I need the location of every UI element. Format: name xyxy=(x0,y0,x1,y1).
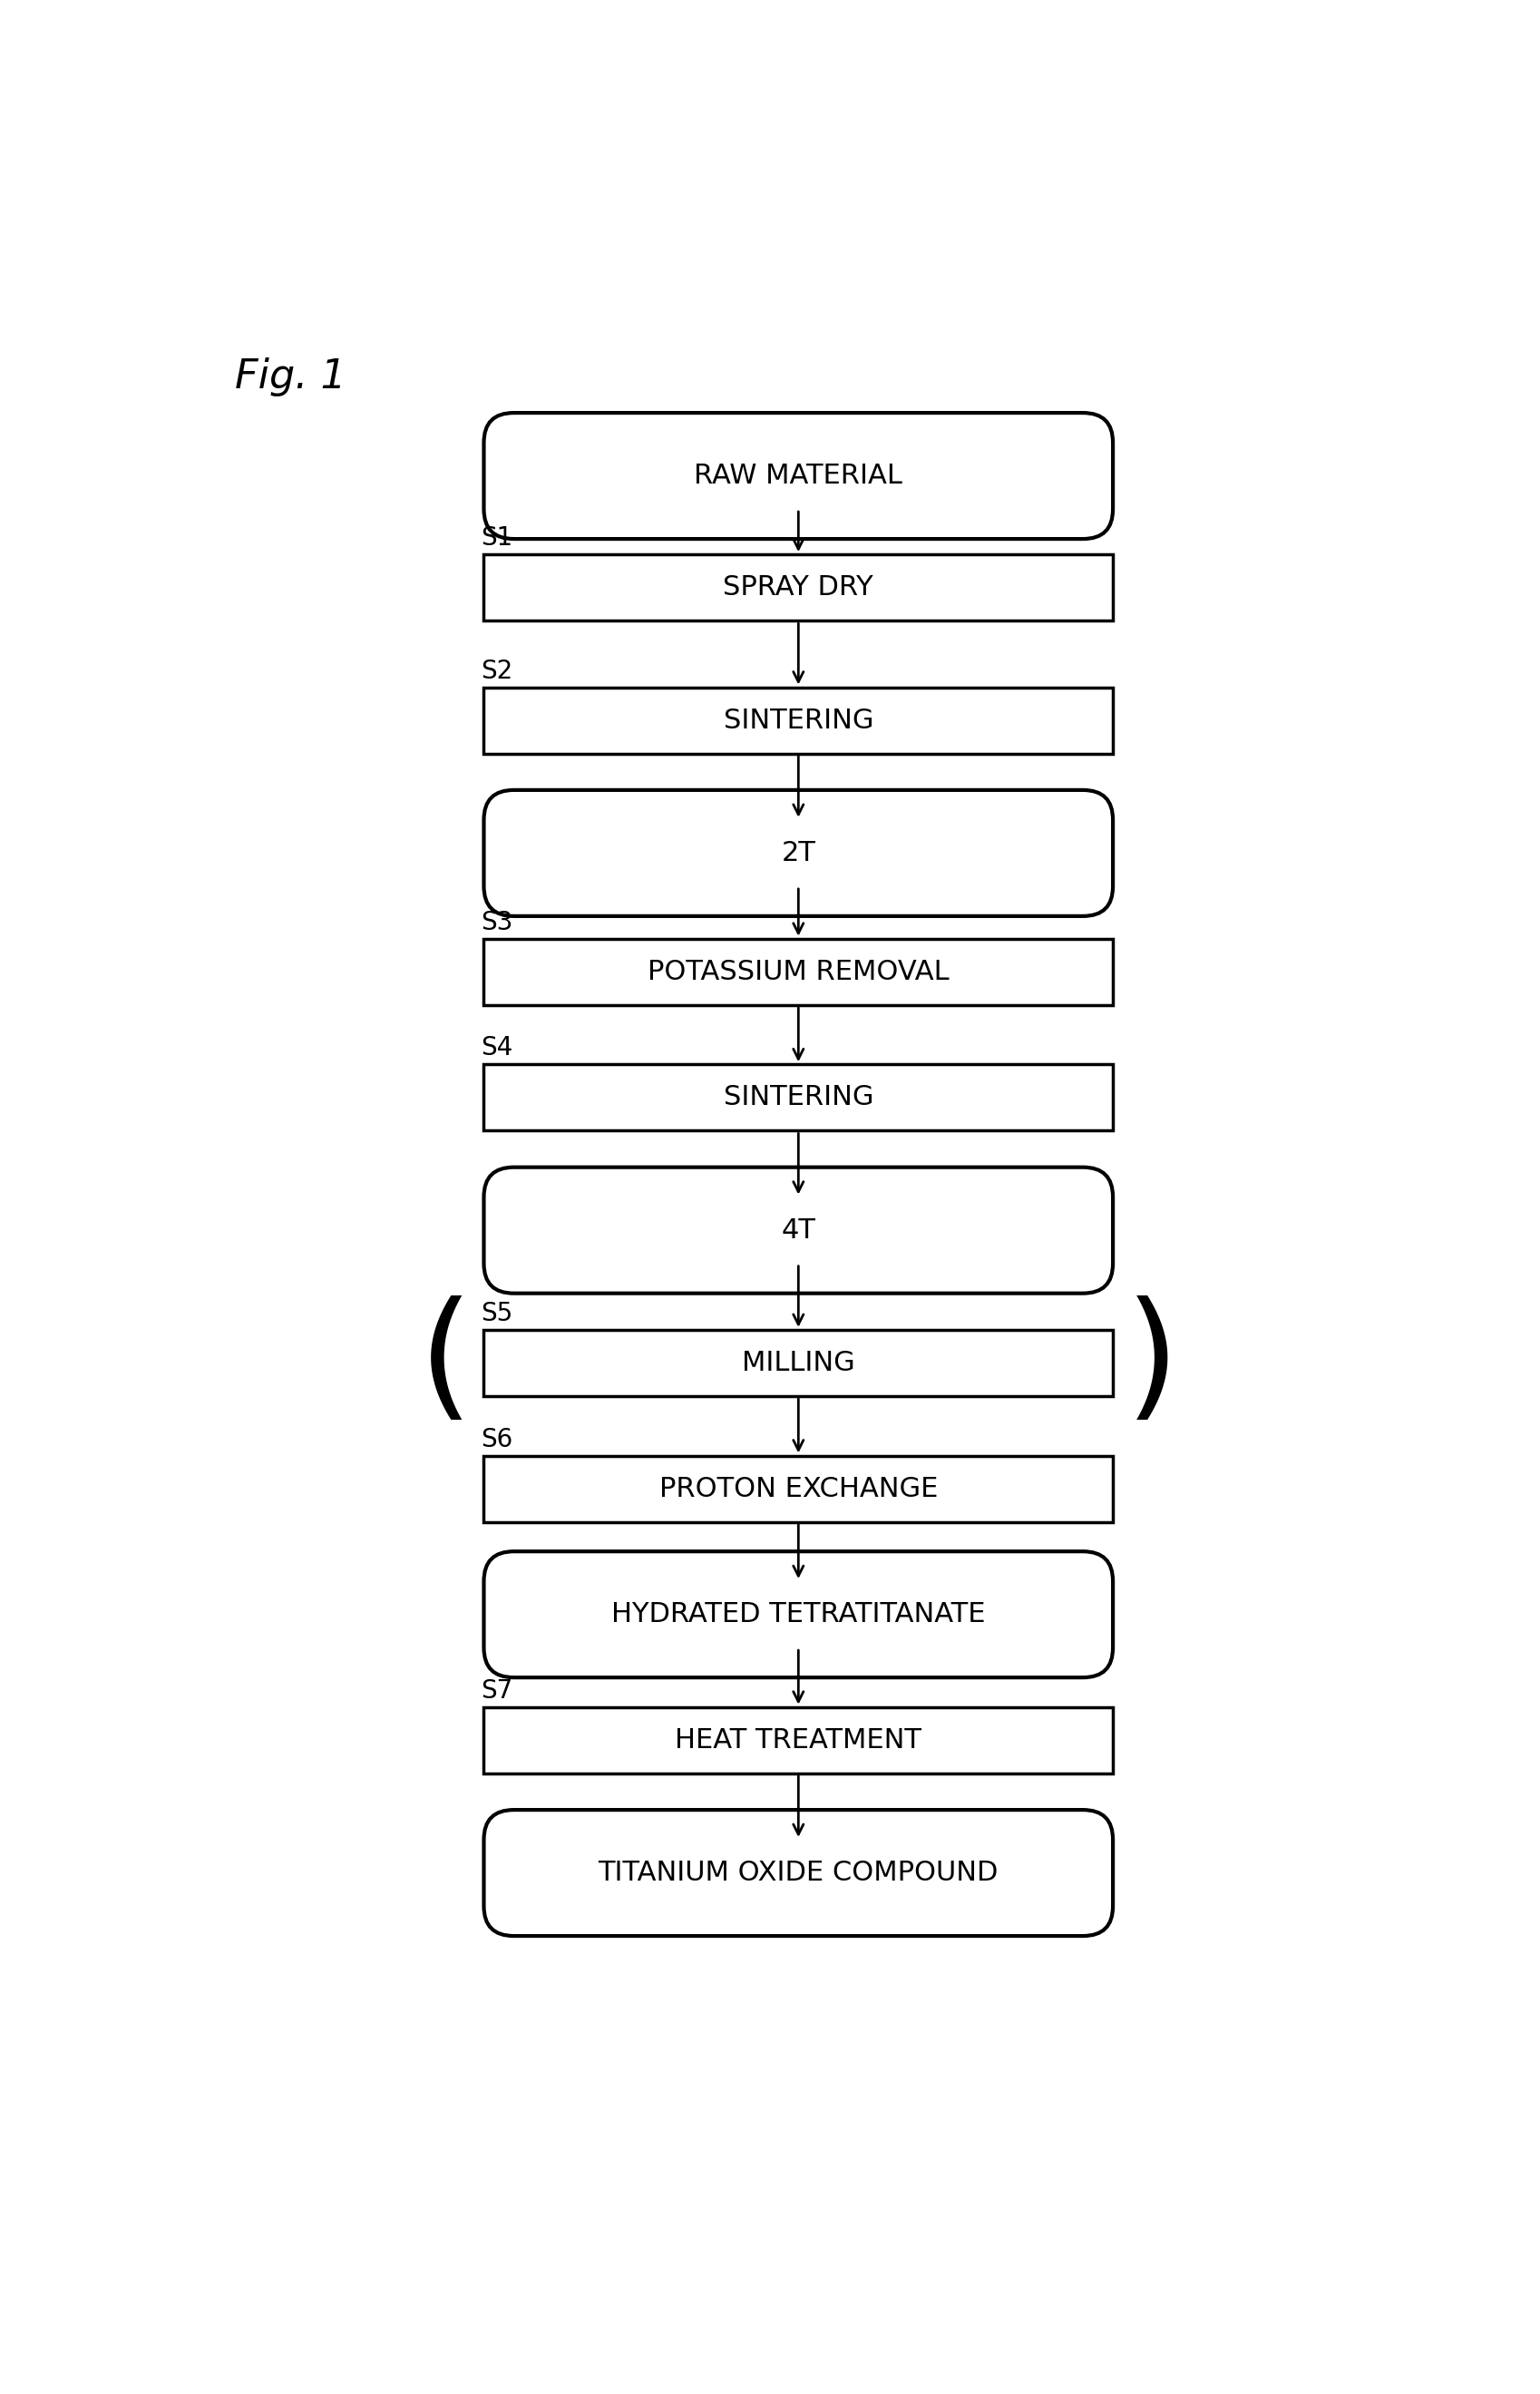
Text: 4T: 4T xyxy=(781,1216,816,1242)
FancyBboxPatch shape xyxy=(484,1551,1113,1678)
Text: Fig. 1: Fig. 1 xyxy=(234,357,346,395)
Text: TITANIUM OXIDE COMPOUND: TITANIUM OXIDE COMPOUND xyxy=(598,1860,998,1886)
FancyBboxPatch shape xyxy=(484,790,1113,917)
Text: S2: S2 xyxy=(480,658,513,685)
Text: RAW MATERIAL: RAW MATERIAL xyxy=(695,462,902,488)
Text: S6: S6 xyxy=(480,1427,513,1453)
FancyBboxPatch shape xyxy=(484,1810,1113,1937)
FancyBboxPatch shape xyxy=(484,1168,1113,1293)
Text: PROTON EXCHANGE: PROTON EXCHANGE xyxy=(659,1475,938,1501)
Text: MILLING: MILLING xyxy=(742,1350,855,1377)
Text: ): ) xyxy=(1124,1295,1180,1432)
Text: S3: S3 xyxy=(480,910,513,936)
Text: S1: S1 xyxy=(480,527,513,551)
Bar xyxy=(484,1456,1113,1523)
Bar xyxy=(484,1065,1113,1130)
Text: POTASSIUM REMOVAL: POTASSIUM REMOVAL xyxy=(647,958,949,984)
Text: S7: S7 xyxy=(480,1678,513,1705)
Text: HEAT TREATMENT: HEAT TREATMENT xyxy=(675,1726,921,1752)
Bar xyxy=(484,1707,1113,1774)
Bar xyxy=(484,555,1113,620)
Bar xyxy=(484,938,1113,1005)
Bar xyxy=(484,1329,1113,1396)
Text: 2T: 2T xyxy=(781,840,816,867)
Text: SPRAY DRY: SPRAY DRY xyxy=(724,575,873,601)
Text: S4: S4 xyxy=(480,1037,513,1061)
FancyBboxPatch shape xyxy=(484,412,1113,539)
Bar xyxy=(484,687,1113,754)
Text: (: ( xyxy=(419,1295,473,1432)
Text: S5: S5 xyxy=(480,1300,513,1326)
Text: SINTERING: SINTERING xyxy=(724,1084,873,1111)
Text: HYDRATED TETRATITANATE: HYDRATED TETRATITANATE xyxy=(611,1602,986,1628)
Text: SINTERING: SINTERING xyxy=(724,706,873,733)
